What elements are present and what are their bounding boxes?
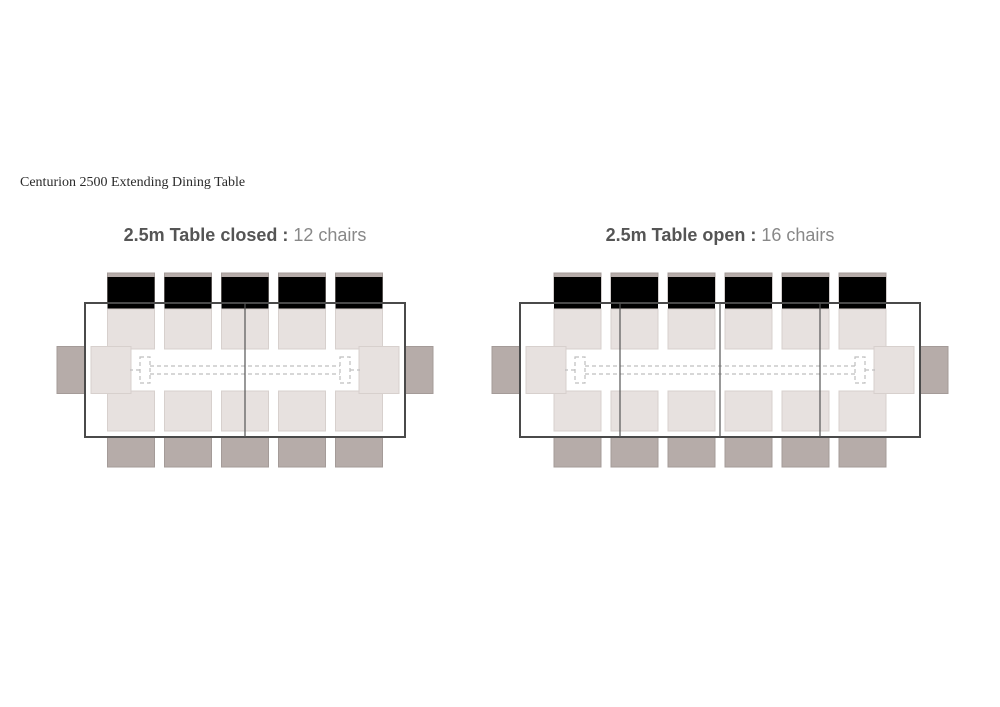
chair-top-inside	[554, 309, 601, 349]
figure-open-title-light: 16 chairs	[756, 225, 834, 245]
chair-bottom-inside	[279, 391, 326, 431]
figure-closed-title: 2.5m Table closed : 12 chairs	[45, 225, 445, 246]
chair-bottom-inside	[725, 391, 772, 431]
figure-closed-title-light: 12 chairs	[288, 225, 366, 245]
chair-end-left-inside	[91, 347, 131, 394]
chair-bottom-inside	[554, 391, 601, 431]
chair-bottom-inside	[782, 391, 829, 431]
chair-top-inside	[165, 309, 212, 349]
chair-bottom-inside	[611, 391, 658, 431]
figure-open-title-bold: 2.5m Table open :	[606, 225, 757, 245]
chair-end-right-inside	[874, 347, 914, 394]
chair-top-inside	[782, 309, 829, 349]
chair-top-inside	[108, 309, 155, 349]
chair-top-inside	[725, 309, 772, 349]
chair-end-left-inside	[526, 347, 566, 394]
chair-top-inside	[668, 309, 715, 349]
chair-bottom-inside	[108, 391, 155, 431]
chair-end-right-inside	[359, 347, 399, 394]
chair-bottom-inside	[668, 391, 715, 431]
page-title: Centurion 2500 Extending Dining Table	[20, 175, 245, 191]
chair-top-inside	[839, 309, 886, 349]
chair-top-inside	[279, 309, 326, 349]
figure-open-diagram	[470, 253, 970, 487]
chair-top-inside	[611, 309, 658, 349]
figure-closed-title-bold: 2.5m Table closed :	[124, 225, 289, 245]
chair-bottom-inside	[165, 391, 212, 431]
diagram-container: Centurion 2500 Extending Dining Table 2.…	[0, 0, 1000, 707]
chair-bottom-inside	[336, 391, 383, 431]
chair-bottom-inside	[839, 391, 886, 431]
figure-closed-diagram	[35, 253, 455, 487]
figure-open-title: 2.5m Table open : 16 chairs	[520, 225, 920, 246]
chair-top-inside	[336, 309, 383, 349]
